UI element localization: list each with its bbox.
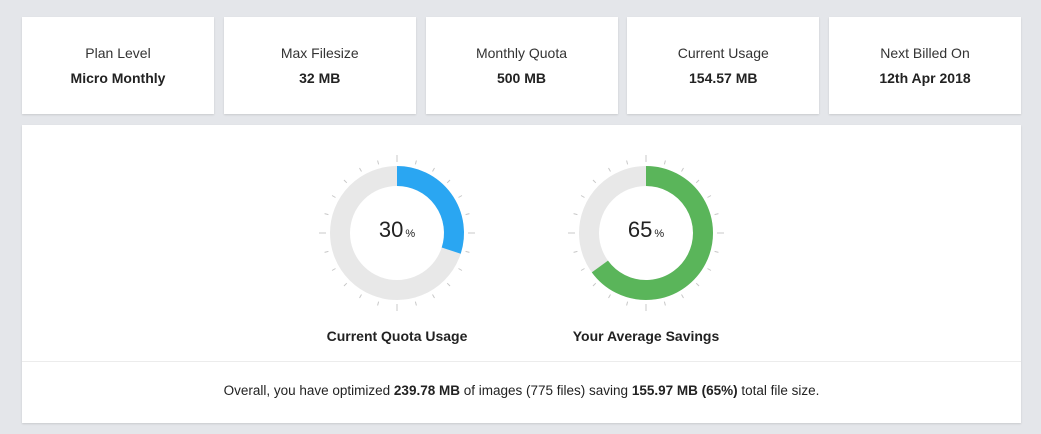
summary-saved-size: 155.97 MB (65%): [631, 383, 738, 398]
gauge-ticks: [568, 155, 724, 311]
gauge-tick: [414, 301, 417, 306]
stat-label: Monthly Quota: [475, 45, 568, 61]
gauge-tick: [377, 160, 380, 165]
gauge-ticks: [319, 155, 475, 311]
summary-optimized-size: 239.78 MB: [393, 383, 460, 398]
gauge-tick: [414, 160, 417, 165]
stat-value: 154.57 MB: [689, 70, 758, 86]
stat-label: Next Billed On: [880, 45, 970, 61]
gauge-tick: [608, 294, 611, 299]
gauge-tick: [580, 195, 585, 198]
gauge-tick: [377, 301, 380, 306]
gauge-tick: [359, 167, 362, 172]
gauge-tick: [465, 250, 470, 253]
savings-gauge-chart: 65%: [568, 155, 724, 311]
gauge-tick: [663, 301, 666, 306]
gauge-tick: [432, 167, 435, 172]
average-savings-gauge: 65% Your Average Savings: [566, 153, 726, 344]
gauge-tick: [324, 250, 329, 253]
svg-text:65%: 65%: [628, 217, 664, 242]
stat-card-monthly-quota: Monthly Quota 500 MB: [425, 17, 618, 114]
gauge-tick: [432, 294, 435, 299]
gauge-tick: [331, 195, 336, 198]
gauge-tick: [458, 195, 463, 198]
divider: [22, 361, 1021, 362]
gauge-tick: [707, 195, 712, 198]
gauge-tick: [359, 294, 362, 299]
gauge-tick: [458, 268, 463, 271]
gauge-tick: [714, 250, 719, 253]
stat-value: 12th Apr 2018: [879, 70, 971, 86]
gauge-tick: [446, 282, 451, 287]
gauge-tick: [608, 167, 611, 172]
stat-card-current-usage: Current Usage 154.57 MB: [627, 17, 820, 114]
stat-label: Max Filesize: [280, 45, 359, 61]
gauge-unit: %: [654, 228, 664, 240]
quota-gauge-chart: 30%: [319, 155, 475, 311]
gauge-tick: [580, 268, 585, 271]
quota-usage-gauge: 30% Current Quota Usage: [317, 153, 477, 344]
svg-text:30%: 30%: [379, 217, 415, 242]
gauge-tick: [663, 160, 666, 165]
gauge-value: 65: [628, 217, 652, 242]
gauge-tick: [592, 282, 597, 287]
stat-card-next-billed-on: Next Billed On 12th Apr 2018: [829, 17, 1021, 114]
stat-value: 500 MB: [496, 70, 547, 86]
gauge-tick: [626, 160, 629, 165]
summary-prefix: Overall, you have optimized: [223, 383, 394, 398]
gauge-tick: [714, 213, 719, 216]
gauge-tick: [446, 179, 451, 184]
gauge-tick: [324, 213, 329, 216]
gauge-tick: [707, 268, 712, 271]
gauge-tick: [343, 179, 348, 184]
gauge-tick: [573, 250, 578, 253]
gauge-tick: [331, 268, 336, 271]
gauge-tick: [592, 179, 597, 184]
stat-value: Micro Monthly: [70, 70, 166, 86]
stat-value: 32 MB: [299, 70, 341, 86]
stats-row: Plan Level Micro Monthly Max Filesize 32…: [22, 17, 1021, 114]
gauge-tick: [695, 282, 700, 287]
gauge-caption: Current Quota Usage: [326, 328, 468, 344]
gauge-value: 30: [379, 217, 403, 242]
gauge-tick: [681, 167, 684, 172]
summary-middle: of images (775 files) saving: [459, 383, 632, 398]
stat-label: Current Usage: [677, 45, 769, 61]
gauge-tick: [343, 282, 348, 287]
stat-card-max-filesize: Max Filesize 32 MB: [223, 17, 416, 114]
gauge-tick: [695, 179, 700, 184]
gauge-caption: Your Average Savings: [572, 328, 720, 344]
stat-label: Plan Level: [85, 45, 151, 61]
summary-suffix: total file size.: [737, 383, 820, 398]
gauge-tick: [573, 213, 578, 216]
gauge-arc: [591, 166, 713, 300]
stat-card-plan-level: Plan Level Micro Monthly: [22, 17, 214, 114]
gauge-tick: [681, 294, 684, 299]
gauge-tick: [465, 213, 470, 216]
gauge-unit: %: [405, 228, 415, 240]
gauge-tick: [626, 301, 629, 306]
gauge-arc: [396, 166, 464, 254]
optimization-summary: Overall, you have optimized 239.78 MB of…: [22, 383, 1021, 398]
usage-panel: 30% Current Quota Usage 65% Your Average…: [22, 125, 1021, 423]
